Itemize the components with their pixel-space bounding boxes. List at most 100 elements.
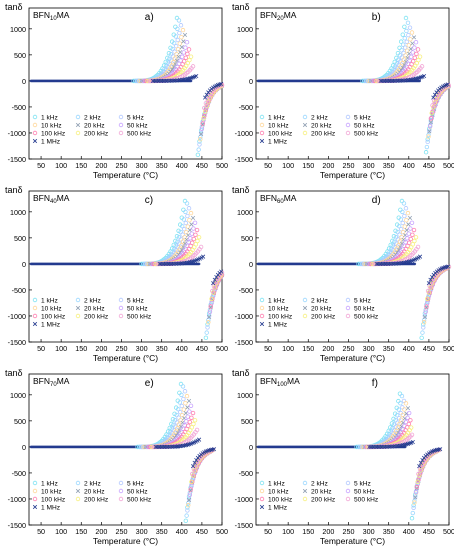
sample-label: BFN10MA	[33, 10, 70, 22]
data-point	[378, 78, 383, 83]
y-axis-label: tanδ	[5, 2, 23, 12]
data-point	[177, 409, 183, 415]
data-point	[446, 264, 451, 269]
data-point	[183, 411, 188, 416]
data-point	[178, 50, 183, 55]
legend-label: 1 kHz	[41, 298, 58, 305]
data-point	[177, 400, 182, 405]
x-tick-label: 250	[115, 344, 127, 353]
y-tick-label: 500	[241, 51, 253, 60]
data-point	[198, 244, 204, 250]
data-point	[387, 261, 392, 266]
data-point	[203, 100, 209, 106]
data-point	[405, 210, 411, 216]
data-point	[203, 95, 208, 100]
data-point	[424, 144, 430, 150]
legend-label: 1 kHz	[268, 298, 285, 305]
data-point	[401, 398, 407, 404]
data-point	[400, 42, 406, 47]
data-point	[191, 236, 197, 242]
legend-label: 50 kHz	[354, 306, 375, 313]
data-point	[171, 242, 176, 248]
data-point	[393, 261, 399, 266]
data-point	[179, 45, 184, 50]
data-point	[259, 297, 265, 303]
data-point	[118, 496, 124, 502]
data-point	[75, 114, 81, 120]
data-point	[178, 381, 184, 387]
series-50-kHz	[141, 39, 224, 131]
data-point	[190, 410, 196, 416]
x-tick-label: 300	[363, 161, 375, 170]
data-point	[205, 322, 210, 327]
y-tick-label: 0	[22, 77, 26, 86]
data-point	[259, 496, 265, 502]
data-point	[167, 261, 172, 266]
y-tick-label: 0	[249, 443, 253, 452]
legend-label: 10 kHz	[41, 306, 62, 313]
data-point	[174, 51, 179, 57]
data-point	[168, 444, 173, 449]
data-point	[405, 20, 411, 26]
data-point	[187, 218, 192, 223]
data-point	[212, 277, 217, 282]
data-point	[180, 27, 186, 33]
legend-label: 10 kHz	[268, 306, 289, 313]
data-point	[205, 325, 210, 330]
data-point	[175, 430, 180, 436]
panel-letter: b)	[372, 12, 381, 23]
data-point	[302, 130, 308, 136]
data-point	[402, 45, 408, 50]
data-point	[416, 57, 421, 63]
data-point	[345, 297, 351, 303]
data-point	[390, 238, 395, 244]
y-tick-label: -1500	[235, 521, 253, 530]
x-tick-label: 100	[282, 527, 294, 536]
data-point	[187, 419, 193, 425]
sample-label: BFN60MA	[260, 193, 297, 205]
y-axis-label: tanδ	[5, 368, 23, 378]
data-point	[192, 220, 198, 225]
data-point	[421, 320, 427, 325]
series-20-kHz	[364, 215, 448, 320]
data-point	[400, 65, 405, 70]
y-tick-label: -1000	[8, 129, 26, 138]
data-point	[32, 138, 38, 144]
data-point	[181, 261, 186, 266]
panel-e: -1500 -1000 -500 0 500 1000 50 100 150 200 250 300 3…	[5, 368, 228, 546]
data-point	[181, 39, 186, 44]
data-point	[183, 518, 189, 524]
data-point	[183, 55, 189, 60]
panel-a: -1500 -1000 -500 0 500 1000 50 100 150 200 250 300 3…	[5, 2, 228, 180]
legend-label: 20 kHz	[84, 123, 105, 130]
x-tick-label: 150	[302, 344, 314, 353]
y-tick-label: -1000	[235, 312, 253, 321]
x-tick-label: 200	[322, 344, 334, 353]
y-tick-label: -1500	[8, 338, 26, 347]
data-point	[184, 513, 189, 518]
data-point	[178, 58, 183, 63]
data-point	[398, 39, 404, 44]
legend-label: 5 kHz	[354, 481, 371, 488]
data-point	[32, 297, 38, 303]
series-20-kHz	[143, 398, 213, 503]
x-tick-label: 400	[403, 344, 415, 353]
x-tick-label: 500	[216, 527, 228, 536]
legend-label: 2 kHz	[84, 298, 101, 305]
data-point	[170, 67, 175, 72]
x-tick-label: 100	[55, 344, 67, 353]
x-tick-label: 500	[216, 344, 228, 353]
y-tick-label: 0	[249, 260, 253, 269]
legend-label: 2 kHz	[311, 481, 328, 488]
legend: 1 kHz 2 kHz 5 kHz 10 kHz 20 kHz 50 kHz 100 kHz…	[259, 297, 378, 329]
data-point	[404, 228, 409, 233]
x-tick-label: 450	[196, 344, 208, 353]
legend-label: 10 kHz	[268, 489, 289, 496]
y-tick-label: 500	[241, 417, 253, 426]
data-point	[430, 274, 435, 280]
legend-label: 20 kHz	[311, 123, 332, 130]
data-point	[432, 92, 438, 97]
data-point	[179, 412, 185, 418]
y-tick-label: -500	[239, 286, 253, 295]
data-point	[185, 505, 190, 510]
